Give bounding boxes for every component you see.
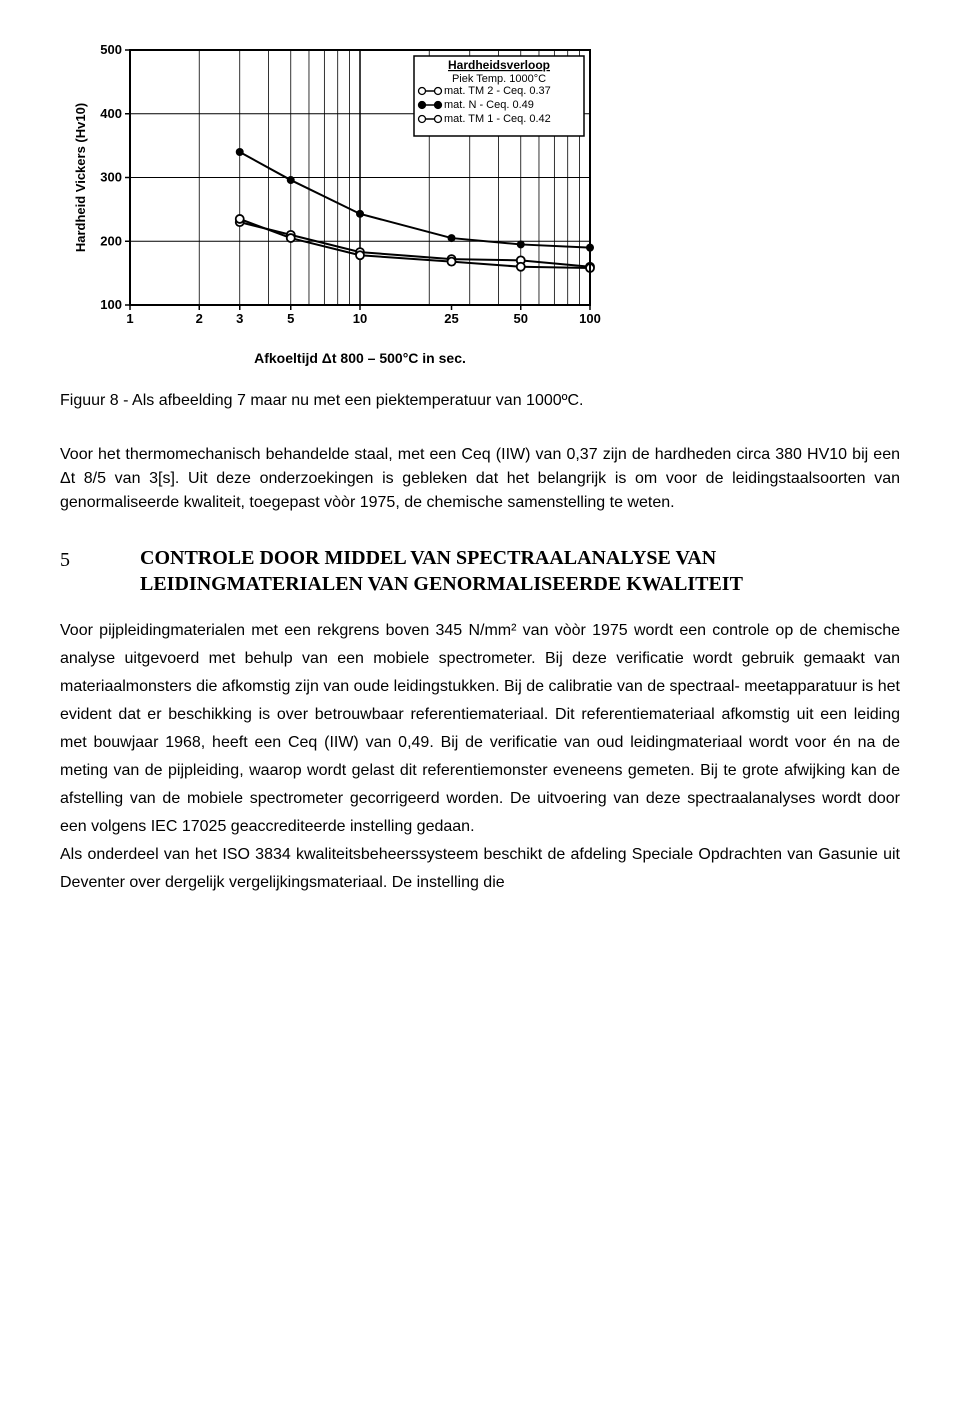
svg-text:Piek Temp. 1000°C: Piek Temp. 1000°C xyxy=(452,73,546,85)
svg-text:200: 200 xyxy=(100,233,122,248)
svg-text:Hardheidsverloop: Hardheidsverloop xyxy=(448,58,550,72)
svg-text:500: 500 xyxy=(100,42,122,57)
chart-xlabel: Afkoeltijd Δt 800 – 500°C in sec. xyxy=(120,348,600,369)
svg-text:25: 25 xyxy=(444,311,458,326)
svg-text:100: 100 xyxy=(579,311,601,326)
svg-text:300: 300 xyxy=(100,170,122,185)
svg-text:5: 5 xyxy=(287,311,294,326)
section-number: 5 xyxy=(60,545,140,575)
chart-svg: 100 200 300 400 500 1 2 3 5 10 25 50 100 Hardheid Vic… xyxy=(60,40,620,340)
hardness-chart: 100 200 300 400 500 1 2 3 5 10 25 50 100 Hardheid Vic… xyxy=(60,40,900,369)
figure-caption: Figuur 8 - Als afbeelding 7 maar nu met … xyxy=(60,389,900,413)
svg-text:mat. TM 1 - Ceq. 0.42: mat. TM 1 - Ceq. 0.42 xyxy=(444,113,551,125)
svg-text:3: 3 xyxy=(236,311,243,326)
svg-text:400: 400 xyxy=(100,106,122,121)
svg-text:mat. N - Ceq. 0.49: mat. N - Ceq. 0.49 xyxy=(444,99,534,111)
svg-text:mat. TM 2 - Ceq. 0.37: mat. TM 2 - Ceq. 0.37 xyxy=(444,85,551,97)
svg-text:1: 1 xyxy=(126,311,133,326)
section-body: Voor pijpleidingmaterialen met een rekgr… xyxy=(60,617,900,897)
section-heading: 5 CONTROLE DOOR MIDDEL VAN SPECTRAALANAL… xyxy=(60,545,900,597)
svg-text:2: 2 xyxy=(196,311,203,326)
svg-text:100: 100 xyxy=(100,297,122,312)
svg-text:10: 10 xyxy=(353,311,367,326)
paragraph-intro: Voor het thermomechanisch behandelde sta… xyxy=(60,443,900,515)
svg-text:Hardheid Vickers (Hv10): Hardheid Vickers (Hv10) xyxy=(73,103,88,252)
svg-text:50: 50 xyxy=(514,311,528,326)
section-title: CONTROLE DOOR MIDDEL VAN SPECTRAALANALYS… xyxy=(140,545,900,597)
